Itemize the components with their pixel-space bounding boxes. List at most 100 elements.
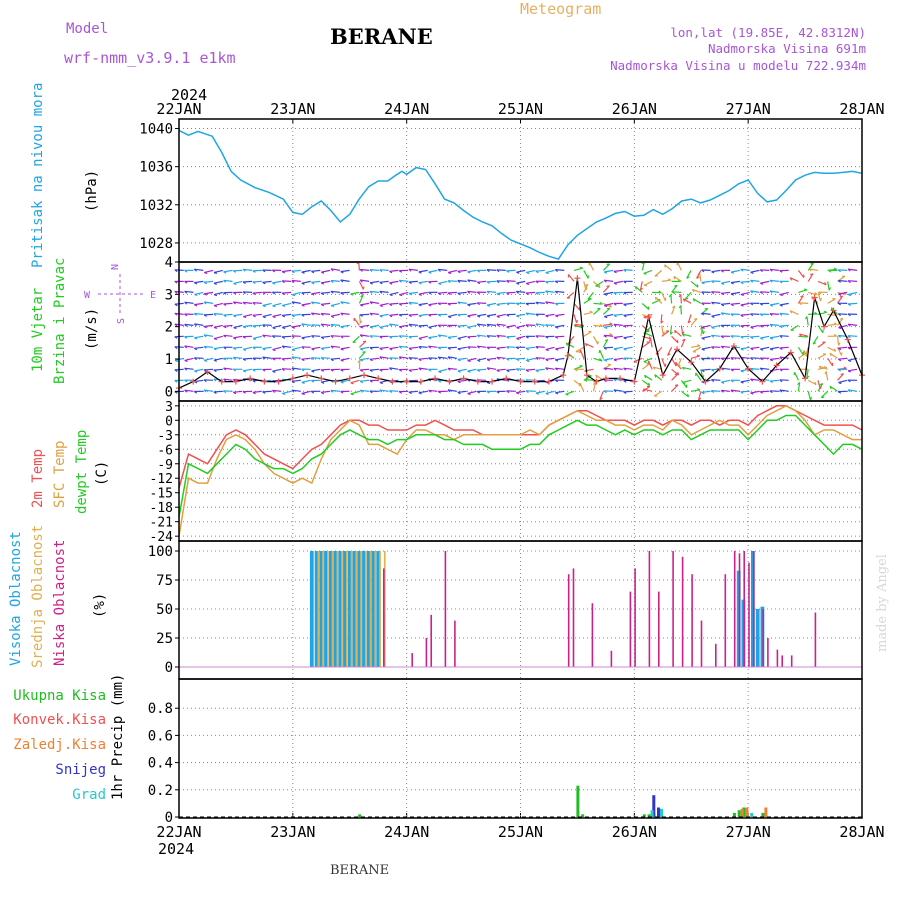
wind-arrowhead: [839, 295, 843, 298]
wind-arrowhead: [623, 337, 627, 340]
wind-arrowhead: [291, 356, 295, 360]
wind-arrowhead: [362, 340, 367, 343]
wind-arrowhead: [730, 282, 734, 285]
wind-arrowhead: [576, 319, 579, 324]
wind-arrowhead: [496, 323, 500, 327]
wind-arrow: [583, 270, 589, 279]
wind-arrow: [798, 335, 808, 338]
wind-arrowhead: [535, 280, 539, 284]
wind-arrowhead: [623, 303, 627, 307]
wind-arrow: [438, 334, 448, 337]
wind-arrow: [360, 389, 370, 392]
wind-arrow: [369, 312, 379, 315]
wind-arrowhead: [360, 348, 364, 351]
wind-arrow: [721, 280, 731, 284]
wind-arrow: [545, 290, 555, 293]
wind-arrowhead: [555, 326, 559, 329]
wind-arrowhead: [359, 269, 363, 272]
wind-arrow: [369, 357, 379, 360]
wind-arrowhead: [213, 369, 217, 373]
wind-arrowhead: [545, 272, 549, 275]
wind-arrow: [262, 302, 272, 307]
wind-arrowhead: [476, 302, 480, 306]
wind-arrowhead: [223, 346, 227, 350]
wind-arrow: [321, 280, 331, 284]
wind-arrowhead: [174, 280, 178, 284]
wind-arrowhead: [486, 290, 490, 294]
wind-arrow: [545, 357, 555, 360]
wind-arrowhead: [379, 269, 383, 273]
wind-arrow: [838, 291, 848, 295]
wind-arrow: [311, 301, 321, 304]
wind-arrowhead: [525, 390, 529, 394]
wind-arrowhead: [579, 266, 583, 269]
wind-arrowhead: [428, 337, 432, 340]
wind-arrowhead: [701, 269, 705, 273]
wind-arrowhead: [184, 269, 188, 273]
wind-arrowhead: [408, 391, 412, 395]
model-label: Model: [66, 21, 108, 37]
cloud-high-bar: [324, 551, 328, 667]
wind-arrow: [769, 390, 779, 392]
wind-arrowhead: [847, 303, 851, 307]
cloud-low-bar: [743, 551, 745, 667]
wind-arrow: [360, 324, 370, 328]
wind-arrow: [223, 334, 233, 337]
precip-hail-bar: [660, 808, 663, 817]
wind-arrowhead: [437, 268, 441, 272]
cloud-low-bar: [715, 643, 717, 667]
wind-arrowhead: [282, 304, 286, 308]
wind-arrow: [740, 379, 750, 383]
wind-arrowhead: [711, 379, 715, 382]
wind-arrowhead: [643, 272, 647, 275]
wind-arrowhead: [437, 390, 442, 394]
wind-arrowhead: [408, 336, 412, 339]
wind-arrow: [360, 368, 370, 371]
wind-arrowhead: [648, 382, 651, 386]
wind-arrowhead: [311, 270, 315, 274]
wind-arrow: [661, 325, 664, 335]
wind-arrowhead: [184, 389, 188, 393]
wind-arrowhead: [672, 305, 676, 309]
wind-arrow: [671, 335, 679, 344]
compass-e: E: [150, 290, 156, 301]
wind-arrowhead: [759, 357, 763, 361]
wind-arrowhead: [311, 357, 315, 361]
wind-arrowhead: [750, 357, 754, 361]
cloud-ylabel-b: Srednja Oblacnost: [30, 525, 46, 668]
wind-arrow: [194, 368, 204, 372]
wind-ylabel-sub: Brzina i Pravac: [52, 258, 68, 384]
wind-arrowhead: [487, 381, 491, 385]
wind-arrow: [418, 291, 428, 295]
wind-arrowhead: [711, 326, 715, 330]
wind-arrowhead: [486, 390, 490, 394]
wind-arrowhead: [613, 282, 617, 285]
wind-arrow: [496, 368, 506, 371]
wind-arrowhead: [814, 381, 817, 385]
wind-ytick-label: 3: [165, 287, 173, 303]
temp-line-sfc: [178, 404, 862, 537]
wind-arrowhead: [682, 381, 686, 385]
wind-arrow: [184, 389, 194, 392]
wind-arrowhead: [320, 303, 325, 307]
wind-arrow: [641, 379, 650, 387]
wind-arrow: [760, 346, 770, 350]
wind-arrowhead: [174, 290, 178, 294]
wind-arrowhead: [262, 269, 266, 273]
elevation-label: Nadmorska Visina 691m: [708, 41, 866, 56]
wind-arrow: [769, 323, 779, 326]
wind-arrowhead: [486, 304, 491, 307]
cloud-low-bar: [681, 556, 684, 667]
wind-arrow: [623, 346, 633, 350]
wind-arrowhead: [599, 397, 603, 401]
wind-arrow: [389, 269, 399, 272]
wind-arrowhead: [184, 367, 188, 371]
wind-arrowhead: [516, 326, 520, 330]
wind-arrow: [438, 280, 448, 284]
wind-arrowhead: [203, 369, 207, 372]
wind-arrow: [291, 324, 301, 328]
wind-arrow: [311, 291, 321, 295]
wind-arrow: [653, 390, 663, 397]
wind-arrow: [467, 368, 477, 372]
wind-arrowhead: [467, 271, 471, 274]
